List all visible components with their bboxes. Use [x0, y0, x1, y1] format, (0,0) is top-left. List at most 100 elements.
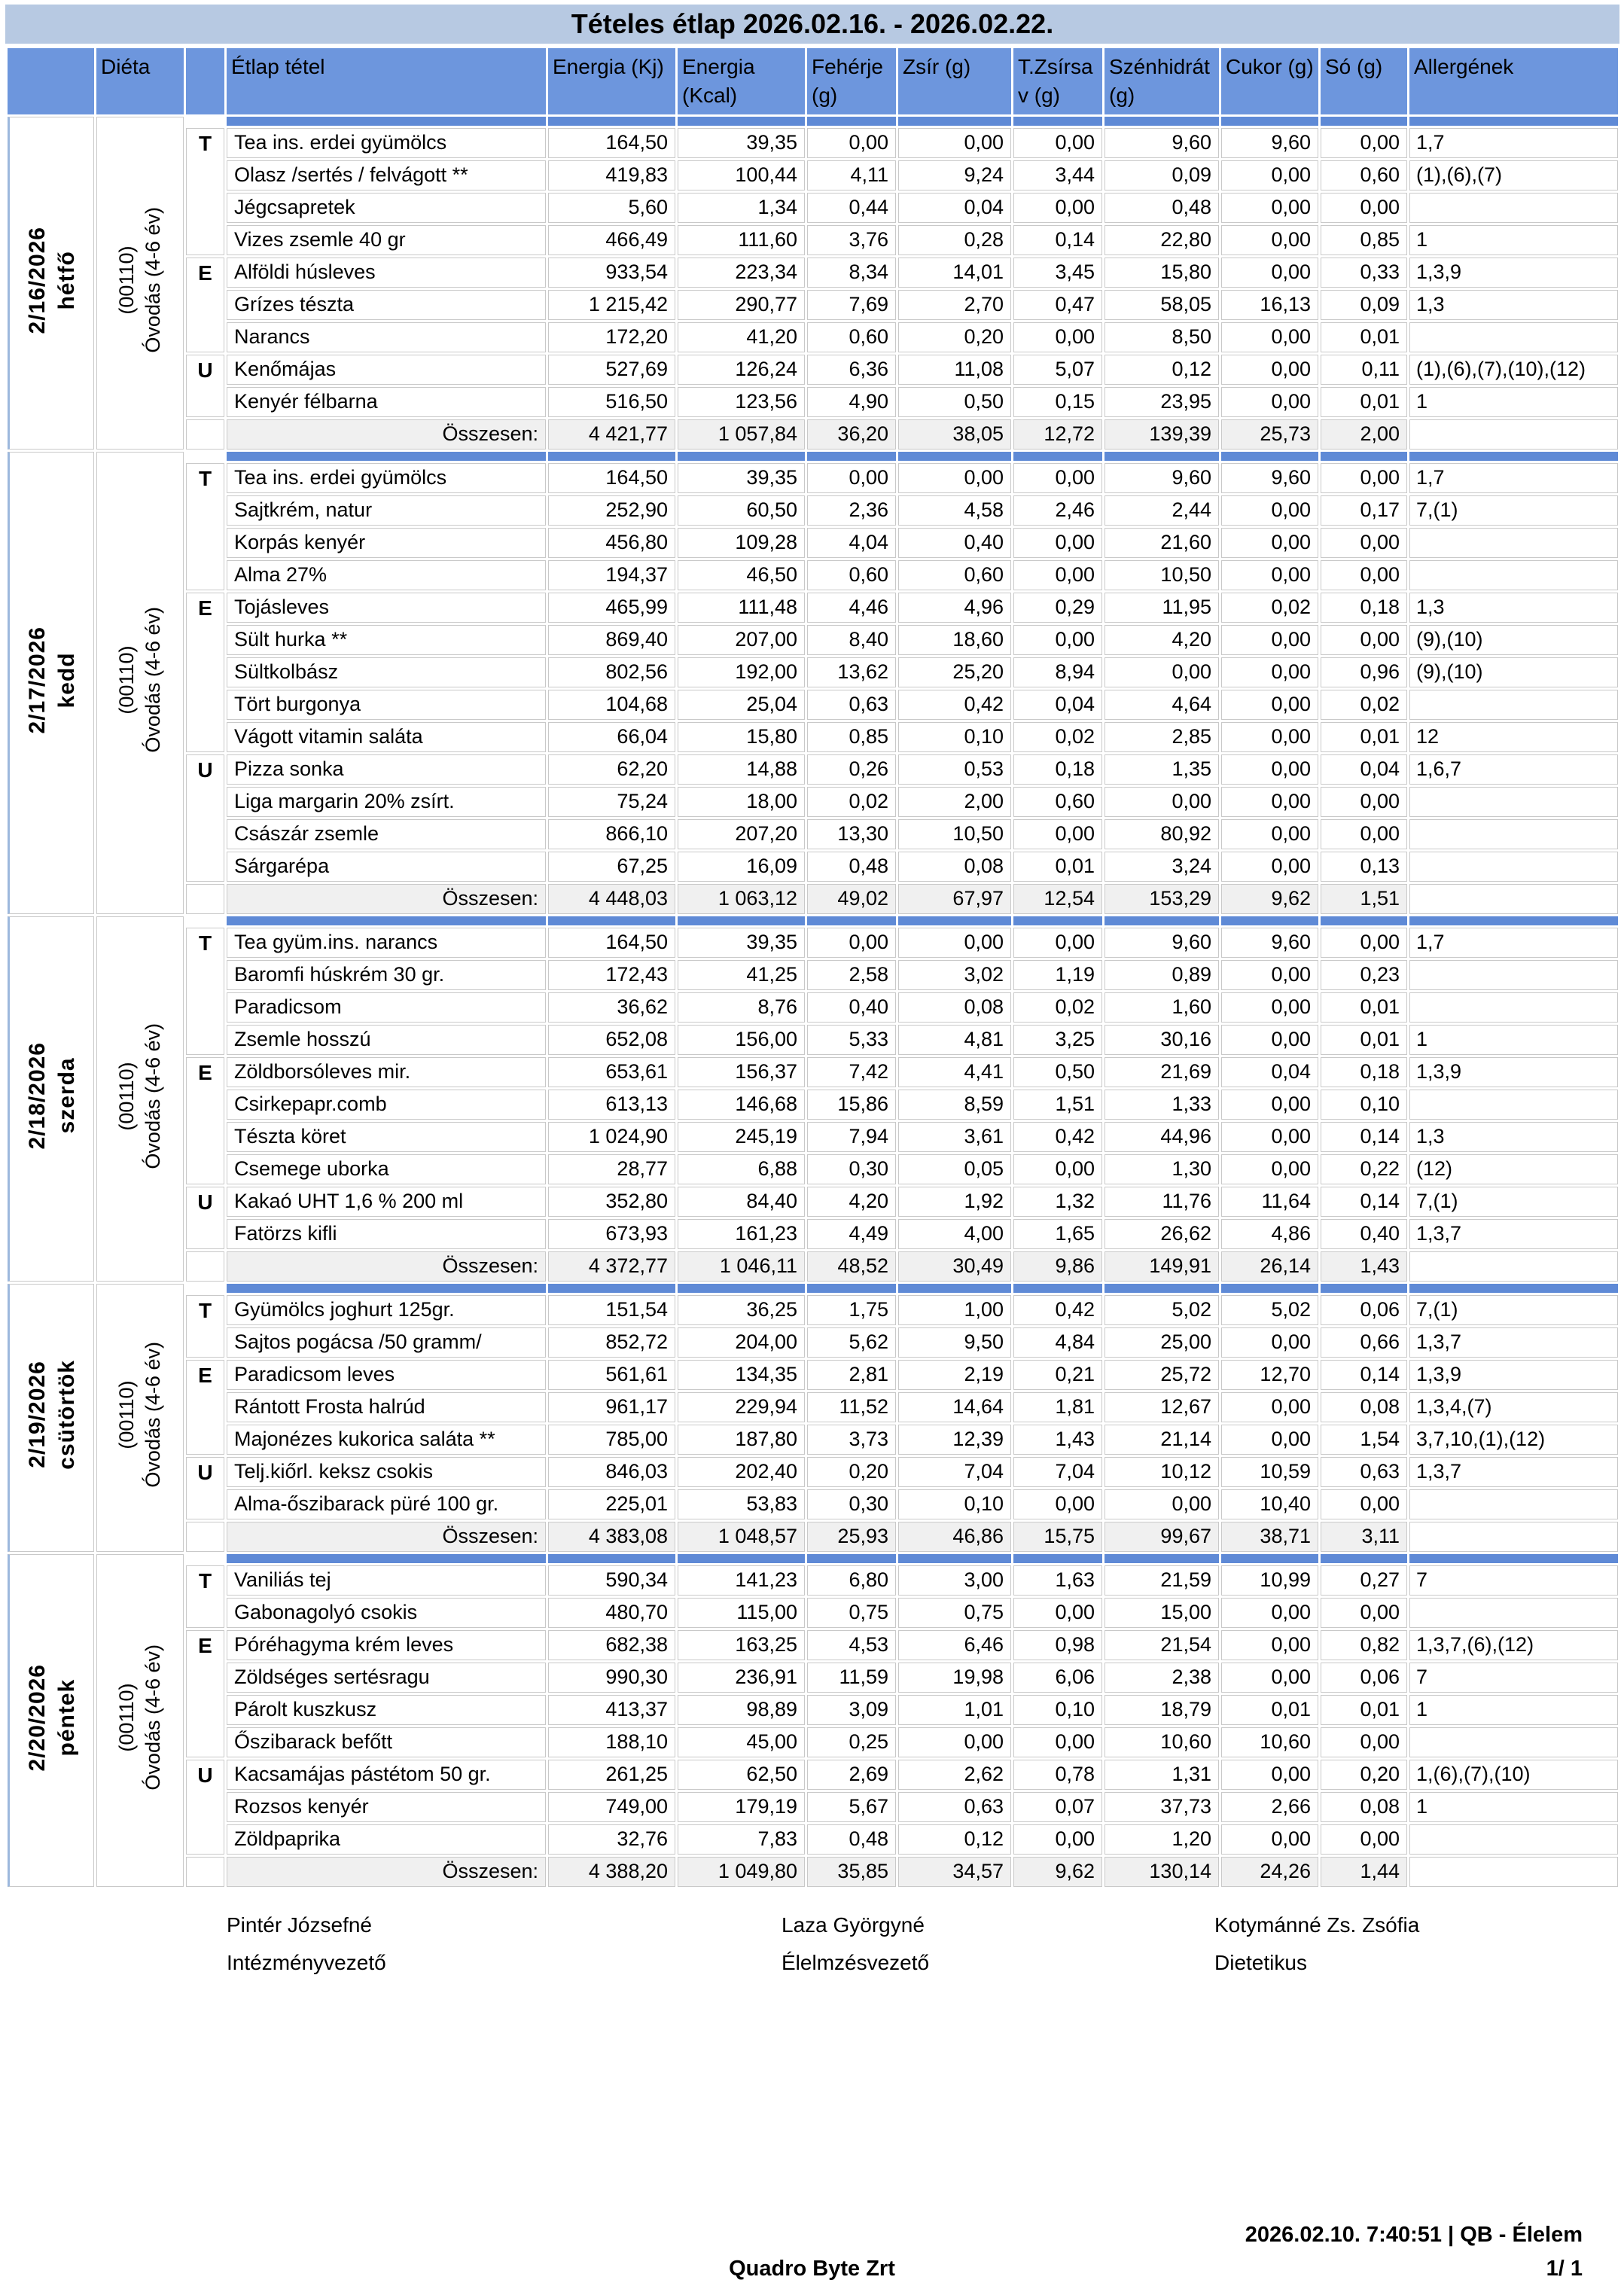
col-header-transfat: T.Zsírsav (g) — [1013, 48, 1102, 114]
nutrient-value: 0,14 — [1321, 1359, 1407, 1390]
total-value: 9,62 — [1221, 883, 1318, 914]
separator-bar-cell — [1105, 916, 1219, 925]
total-value: 9,62 — [1013, 1856, 1102, 1887]
separator-bar-cell — [1409, 1283, 1618, 1293]
separator-bar-cell — [807, 1553, 896, 1563]
total-value: 12,72 — [1013, 419, 1102, 450]
nutrient-value: 30,16 — [1105, 1024, 1219, 1055]
nutrient-value: 13,62 — [807, 657, 896, 687]
nutrient-value: 36,62 — [548, 992, 675, 1023]
day-separator-row: 2/20/2026 péntek (00110) Óvodás (4-6 év) — [8, 1553, 1618, 1887]
menu-item-name: Jégcsapretek — [227, 192, 546, 223]
separator-bar-cell — [548, 916, 675, 925]
nutrient-value: 0,01 — [1321, 1024, 1407, 1055]
nutrient-value: 0,00 — [1221, 322, 1318, 352]
nutrient-value: 0,18 — [1321, 592, 1407, 623]
meal-letter-cell: T — [186, 127, 224, 255]
menu-item-row: Sárgarépa 67,25 16,09 0,48 0,08 0,01 3,24 0,00 0… — [8, 851, 1618, 882]
allergens-value — [1409, 959, 1618, 990]
menu-item-name: Vágott vitamin saláta — [227, 721, 546, 752]
nutrient-value: 21,14 — [1105, 1424, 1219, 1455]
separator-bar-cell — [227, 1283, 546, 1293]
menu-item-name: Alföldi húsleves — [227, 257, 546, 288]
separator-bar-cell — [898, 1553, 1011, 1563]
nutrient-value: 3,09 — [807, 1694, 896, 1725]
menu-item-row: T Tea ins. erdei gyümölcs 164,50 39,35 0,00 0… — [8, 462, 1618, 590]
menu-item-name: Párolt kuszkusz — [227, 1694, 546, 1725]
nutrient-value: 0,00 — [1321, 1824, 1407, 1855]
separator-bar-cell — [1013, 451, 1102, 461]
nutrient-value: 0,89 — [1105, 959, 1219, 990]
nutrient-value: 0,75 — [807, 1597, 896, 1628]
allergens-value — [1409, 851, 1618, 882]
nutrient-value: 1,01 — [898, 1694, 1011, 1725]
separator-bar-cell — [1321, 451, 1407, 461]
allergens-value — [1409, 689, 1618, 720]
menu-item-name: Kenyér félbarna — [227, 386, 546, 417]
signature-name: Laza Györgyné — [782, 1913, 925, 1937]
nutrient-value: 0,00 — [1221, 624, 1318, 655]
nutrient-value: 236,91 — [678, 1662, 805, 1693]
diet-cell: (00110) Óvodás (4-6 év) — [96, 916, 184, 1282]
menu-item-name: Kenőmájas — [227, 354, 546, 385]
menu-item-row: E Alföldi húsleves 933,54 223,34 8,34 14,01 3,… — [8, 257, 1618, 352]
nutrient-value: 2,70 — [898, 289, 1011, 320]
nutrient-value: 0,12 — [1105, 354, 1219, 385]
nutrient-value: 0,00 — [1105, 1489, 1219, 1519]
total-allergens — [1409, 1251, 1618, 1282]
total-allergens — [1409, 883, 1618, 914]
nutrient-value: 0,00 — [1221, 1154, 1318, 1184]
nutrient-value: 6,36 — [807, 354, 896, 385]
separator-bar-cell — [1013, 916, 1102, 925]
day-date-cell: 2/19/2026 csütörtök — [8, 1283, 94, 1552]
nutrient-value: 0,48 — [807, 851, 896, 882]
nutrient-value: 4,53 — [807, 1629, 896, 1660]
nutrient-value: 0,00 — [1013, 192, 1102, 223]
total-value: 12,54 — [1013, 883, 1102, 914]
nutrient-value: 0,15 — [1013, 386, 1102, 417]
total-value: 67,97 — [898, 883, 1011, 914]
nutrient-value: 0,40 — [1321, 1218, 1407, 1249]
menu-item-name: Császár zsemle — [227, 818, 546, 849]
diet-name: Óvodás (4-6 év) — [142, 1644, 164, 1791]
nutrient-value: 0,00 — [1221, 1824, 1318, 1855]
separator-bar-cell — [1409, 916, 1618, 925]
menu-item-name: Korpás kenyér — [227, 527, 546, 558]
nutrient-value: 67,25 — [548, 851, 675, 882]
nutrient-value: 0,30 — [807, 1489, 896, 1519]
col-header-sugar: Cukor (g) — [1221, 48, 1318, 114]
col-header-protein: Fehérje (g) — [807, 48, 896, 114]
nutrient-value: 0,98 — [1013, 1629, 1102, 1660]
separator-bar-cell — [227, 116, 546, 126]
nutrient-value: 18,60 — [898, 624, 1011, 655]
nutrient-value: 9,60 — [1221, 462, 1318, 493]
total-value: 1 046,11 — [678, 1251, 805, 1282]
nutrient-value: 7,94 — [807, 1121, 896, 1152]
total-value: 149,91 — [1105, 1251, 1219, 1282]
nutrient-value: 207,20 — [678, 818, 805, 849]
day-date-cell: 2/18/2026 szerda — [8, 916, 94, 1282]
nutrient-value: 0,00 — [1105, 657, 1219, 687]
nutrient-value: 10,50 — [1105, 559, 1219, 590]
total-value: 1,44 — [1321, 1856, 1407, 1887]
diet-code: (00110) — [114, 1380, 138, 1449]
col-header-item: Étlap tétel — [227, 48, 546, 114]
allergens-value — [1409, 992, 1618, 1023]
separator-bar-cell — [1221, 116, 1318, 126]
nutrient-value: 0,00 — [1105, 786, 1219, 817]
total-label: Összesen: — [227, 1856, 546, 1887]
nutrient-value: 0,33 — [1321, 257, 1407, 288]
nutrient-value: 104,68 — [548, 689, 675, 720]
nutrient-value: 0,44 — [807, 192, 896, 223]
nutrient-value: 0,00 — [1321, 818, 1407, 849]
total-value: 9,86 — [1013, 1251, 1102, 1282]
nutrient-value: 15,00 — [1105, 1597, 1219, 1628]
menu-item-name: Zöldpaprika — [227, 1824, 546, 1855]
nutrient-value: 3,76 — [807, 224, 896, 255]
nutrient-value: 0,13 — [1321, 851, 1407, 882]
nutrient-value: 419,83 — [548, 160, 675, 190]
nutrient-value: 653,61 — [548, 1056, 675, 1087]
nutrient-value: 21,54 — [1105, 1629, 1219, 1660]
menu-item-row: Rozsos kenyér 749,00 179,19 5,67 0,63 0,07 37,… — [8, 1791, 1618, 1822]
nutrient-value: 1,19 — [1013, 959, 1102, 990]
